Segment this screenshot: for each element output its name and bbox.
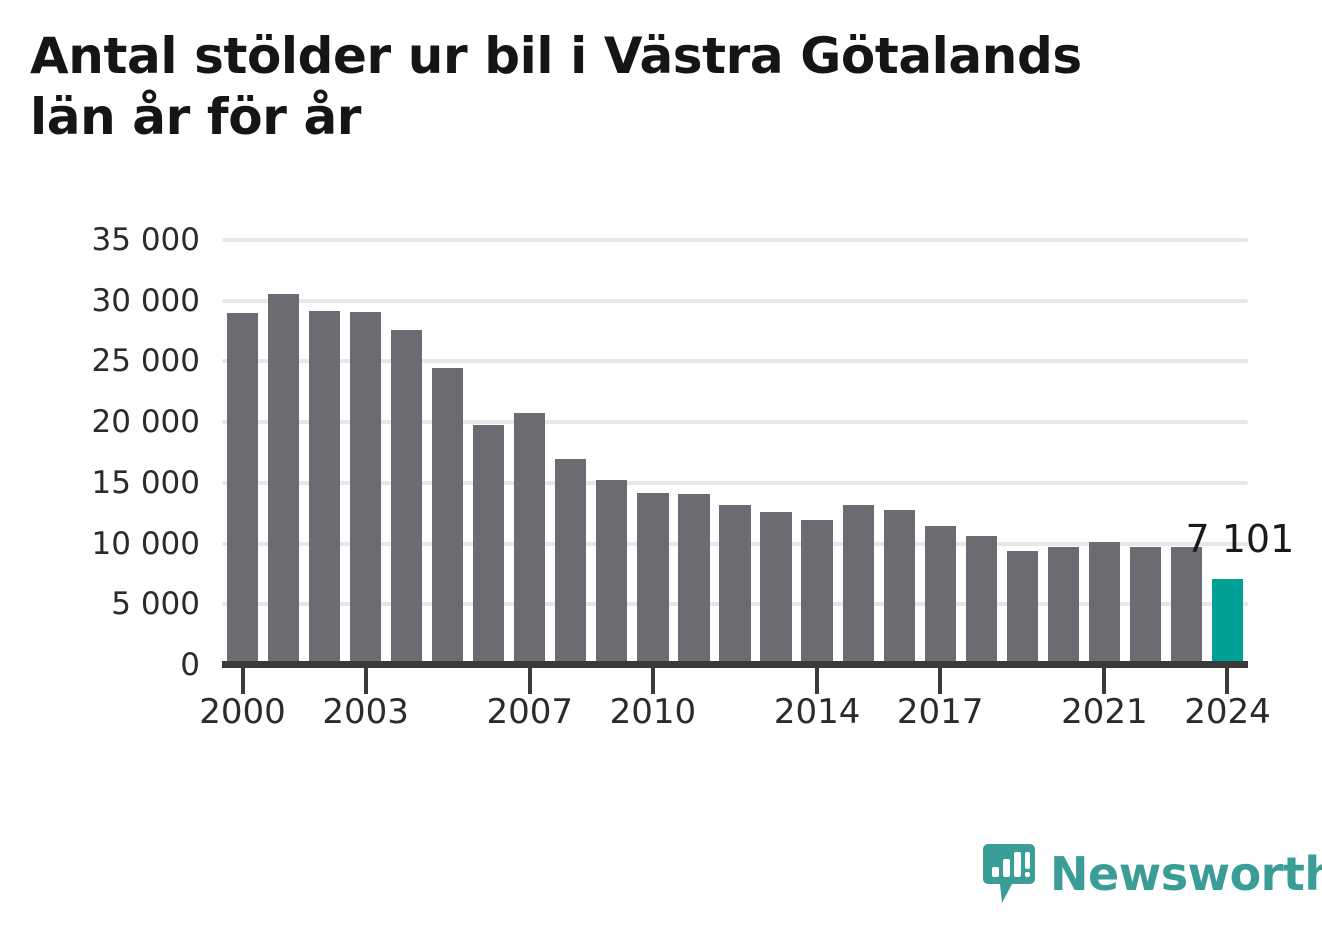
x-axis-tick <box>1225 668 1230 694</box>
bar <box>883 510 915 665</box>
x-axis-tick-label: 2021 <box>1061 692 1148 732</box>
newsworthy-wordmark: Newsworthy <box>1050 847 1322 901</box>
x-axis-tick-label: 2003 <box>322 692 409 732</box>
x-axis-tick <box>527 668 532 694</box>
bars-group <box>222 240 1248 665</box>
x-axis-tick-label: 2024 <box>1184 692 1271 732</box>
bar <box>473 424 505 665</box>
bar <box>596 480 628 665</box>
x-axis-tick <box>240 668 245 694</box>
bar <box>1006 551 1038 665</box>
gridline <box>222 480 1248 485</box>
bar <box>801 519 833 665</box>
y-axis-tick-label: 0 <box>180 647 200 683</box>
y-axis-tick-label: 35 000 <box>91 222 200 258</box>
bar <box>678 493 710 665</box>
bar <box>1129 547 1161 665</box>
bar <box>555 459 587 665</box>
bar <box>1088 542 1120 665</box>
y-axis-tick-label: 25 000 <box>91 343 200 380</box>
x-axis-tick <box>650 668 655 694</box>
bar <box>309 311 341 665</box>
bar <box>924 525 956 665</box>
bar <box>226 313 259 665</box>
newsworthy-bars-bubble-icon <box>982 843 1036 905</box>
y-axis-tick-label: 5 000 <box>111 586 200 623</box>
bar <box>1170 547 1203 665</box>
bar <box>842 505 874 665</box>
bar <box>391 330 423 665</box>
bar <box>965 535 997 665</box>
bar <box>350 312 382 665</box>
page-title: Antal stölder ur bil i Västra Götalands … <box>30 27 1082 146</box>
bar <box>1047 546 1079 665</box>
y-axis-tick-label: 15 000 <box>91 464 200 501</box>
x-axis-tick <box>1102 668 1107 694</box>
bar <box>719 505 751 665</box>
bar <box>514 413 546 665</box>
x-axis-line <box>222 661 1248 668</box>
gridline <box>222 359 1248 364</box>
y-axis-tick-label: 10 000 <box>91 525 200 562</box>
y-axis-tick-label: 30 000 <box>91 282 200 319</box>
gridline <box>222 238 1248 242</box>
bar <box>432 367 464 665</box>
y-axis-tick-label: 20 000 <box>91 404 200 441</box>
x-axis-tick-label: 2007 <box>486 692 574 732</box>
gridline <box>222 420 1248 425</box>
bar-chart: 0 5 000 10 000 15 000 20 000 25 000 30 000 35 0… <box>91 222 1295 732</box>
x-axis-tick-label: 2017 <box>896 692 984 732</box>
x-axis-tick <box>363 668 368 694</box>
bar <box>637 492 669 665</box>
bar <box>760 512 792 665</box>
x-axis-tick <box>815 668 820 694</box>
x-axis-tick-label: 2010 <box>609 692 697 732</box>
value-label: 7 101 <box>1185 516 1295 561</box>
gridline <box>222 298 1248 303</box>
x-axis-tick <box>938 668 943 694</box>
bar <box>1211 578 1244 665</box>
x-axis-tick-label: 2014 <box>773 692 861 732</box>
newsworthy-logo: Newsworthy <box>982 843 1322 905</box>
x-axis-tick-label: 2000 <box>199 692 286 732</box>
bar <box>267 294 300 665</box>
